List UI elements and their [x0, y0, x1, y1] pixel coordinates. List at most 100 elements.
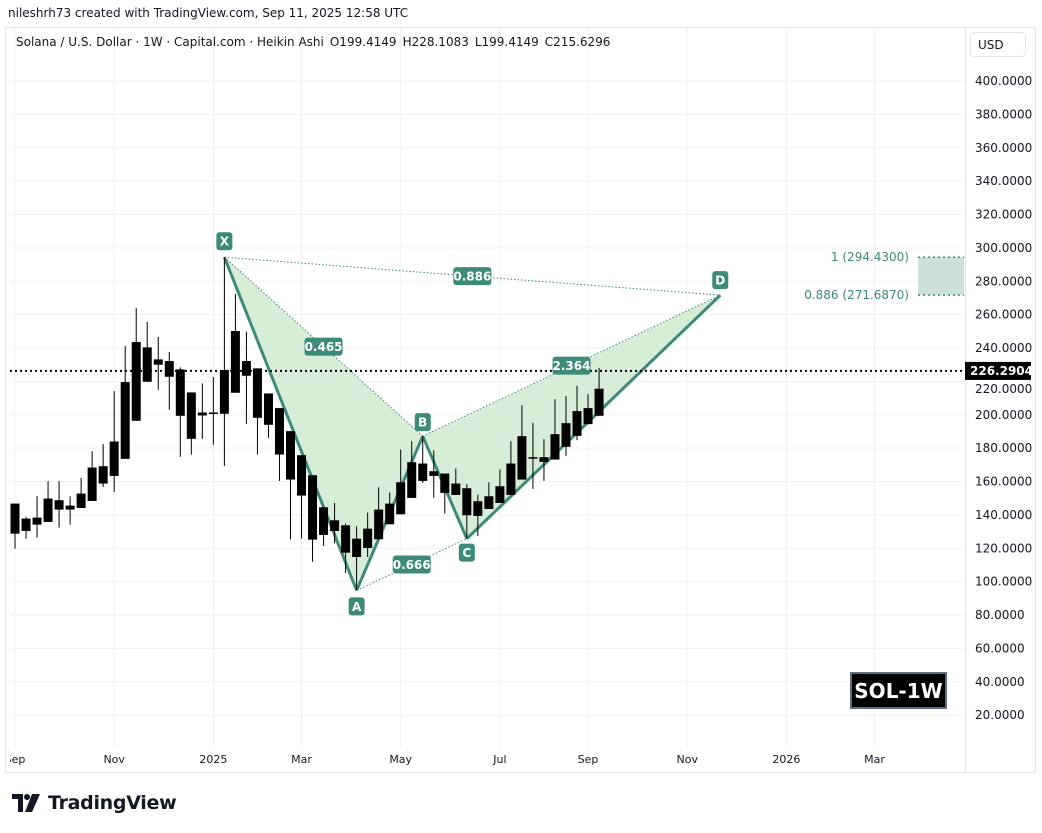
candle-body: [374, 509, 384, 540]
candle-body: [43, 498, 53, 522]
candle-body: [561, 423, 571, 447]
time-tick-label: 2026: [772, 753, 800, 766]
candle: [153, 337, 163, 390]
time-tick-label: May: [389, 753, 412, 766]
candle-body: [572, 411, 582, 436]
candle: [186, 392, 196, 455]
candle-body: [473, 501, 483, 516]
harmonic-pattern: [222, 256, 722, 591]
candle: [263, 393, 273, 438]
candle: [65, 496, 75, 525]
candle: [572, 385, 582, 441]
candle: [484, 482, 494, 509]
candle-body: [407, 462, 417, 498]
price-tick-label: 380.0000: [975, 107, 1032, 121]
prz-upper-label: 1 (294.4300): [831, 250, 909, 264]
point-label-b-bg: [414, 413, 431, 432]
candle-body: [429, 471, 439, 476]
candle: [208, 377, 218, 445]
ratio-label: 0.666: [392, 555, 431, 574]
candle: [32, 496, 42, 538]
point-label-a-bg: [348, 597, 365, 616]
price-tick-label: 400.0000: [975, 74, 1032, 88]
candle: [76, 477, 86, 508]
ratio-label: 2.364: [552, 356, 591, 375]
point-label-d: D: [712, 271, 729, 290]
candle: [43, 481, 53, 522]
candle-body: [528, 457, 538, 459]
time-axis[interactable]: Sep Nov 2025 Mar May Jul Sep Nov 2026 Mar: [5, 753, 886, 766]
ratio-label-text: 2.364: [553, 359, 591, 373]
ratio-label-bg: [552, 356, 591, 375]
time-tick-label: Nov: [103, 753, 125, 766]
candle: [219, 257, 229, 466]
candle-body: [219, 370, 229, 414]
chart-credit: nileshrh73 created with TradingView.com,…: [8, 6, 409, 20]
candle-body: [208, 412, 218, 414]
svg-text:USD: USD: [978, 38, 1004, 52]
candle-body: [308, 475, 318, 540]
candle: [109, 391, 119, 492]
price-tick-label: 220.0000: [975, 382, 1032, 396]
prz-lower-label: 0.886 (271.6870): [804, 288, 909, 302]
candle: [230, 293, 240, 393]
time-tick-label: 2025: [199, 753, 227, 766]
candle-body: [594, 388, 604, 416]
point-label-b-text: B: [418, 416, 427, 430]
candle-body: [10, 503, 20, 534]
currency-button[interactable]: USD: [970, 32, 1026, 57]
tradingview-logo-text: TradingView: [48, 792, 177, 814]
candle-body: [396, 482, 406, 515]
candle: [319, 507, 329, 546]
candle: [363, 512, 373, 557]
candle: [374, 487, 384, 540]
candle: [330, 502, 340, 544]
candle-body: [385, 503, 395, 525]
candle: [341, 523, 351, 574]
candle: [286, 431, 295, 540]
price-tick-label: 160.0000: [975, 475, 1032, 489]
candle: [164, 352, 174, 410]
candle: [517, 405, 527, 480]
current-price-value: 226.2904: [970, 364, 1033, 378]
tradingview-logo[interactable]: TradingView: [12, 792, 177, 814]
point-label-x-text: X: [220, 235, 230, 249]
candle: [87, 451, 97, 501]
candle-body: [506, 463, 516, 495]
candle-body: [65, 505, 75, 510]
leg-cd: [465, 294, 722, 540]
point-label-a-text: A: [352, 600, 362, 614]
candle-body: [297, 455, 307, 496]
candle-body: [263, 393, 273, 425]
time-tick-label: Sep: [578, 753, 599, 766]
price-axis[interactable]: 400.0000 380.0000 360.0000 340.0000 320.0000…: [975, 74, 1032, 722]
candle: [10, 503, 20, 549]
point-label-d-bg: [712, 271, 729, 290]
candle-body: [286, 431, 295, 480]
candle-body: [252, 368, 262, 418]
legend-symbol: Solana / U.S. Dollar · 1W · Capital.com …: [16, 35, 610, 49]
candle: [539, 439, 549, 481]
candle-body: [440, 473, 450, 493]
symbol-watermark-label: SOL-1W: [850, 672, 947, 709]
candle-body: [274, 408, 284, 455]
candle: [440, 473, 450, 514]
price-tick-label: 140.0000: [975, 508, 1032, 522]
candle: [473, 494, 483, 536]
candle: [495, 469, 505, 503]
current-price-label-bg: [965, 361, 1031, 380]
price-tick-label: 40.0000: [975, 675, 1025, 689]
ratio-label-bg: [304, 337, 343, 356]
ratio-label-text: 0.465: [305, 340, 343, 354]
candle: [252, 368, 262, 455]
candle-body: [120, 382, 130, 459]
ratio-label-text: 0.666: [393, 558, 431, 572]
pattern-fill-bcd: [422, 295, 721, 539]
candle-body: [462, 488, 472, 516]
ratio-label: 0.465: [304, 337, 343, 356]
candle-body: [241, 361, 251, 376]
price-tick-label: 360.0000: [975, 141, 1032, 155]
candle-body: [175, 369, 185, 416]
candle: [429, 450, 439, 498]
